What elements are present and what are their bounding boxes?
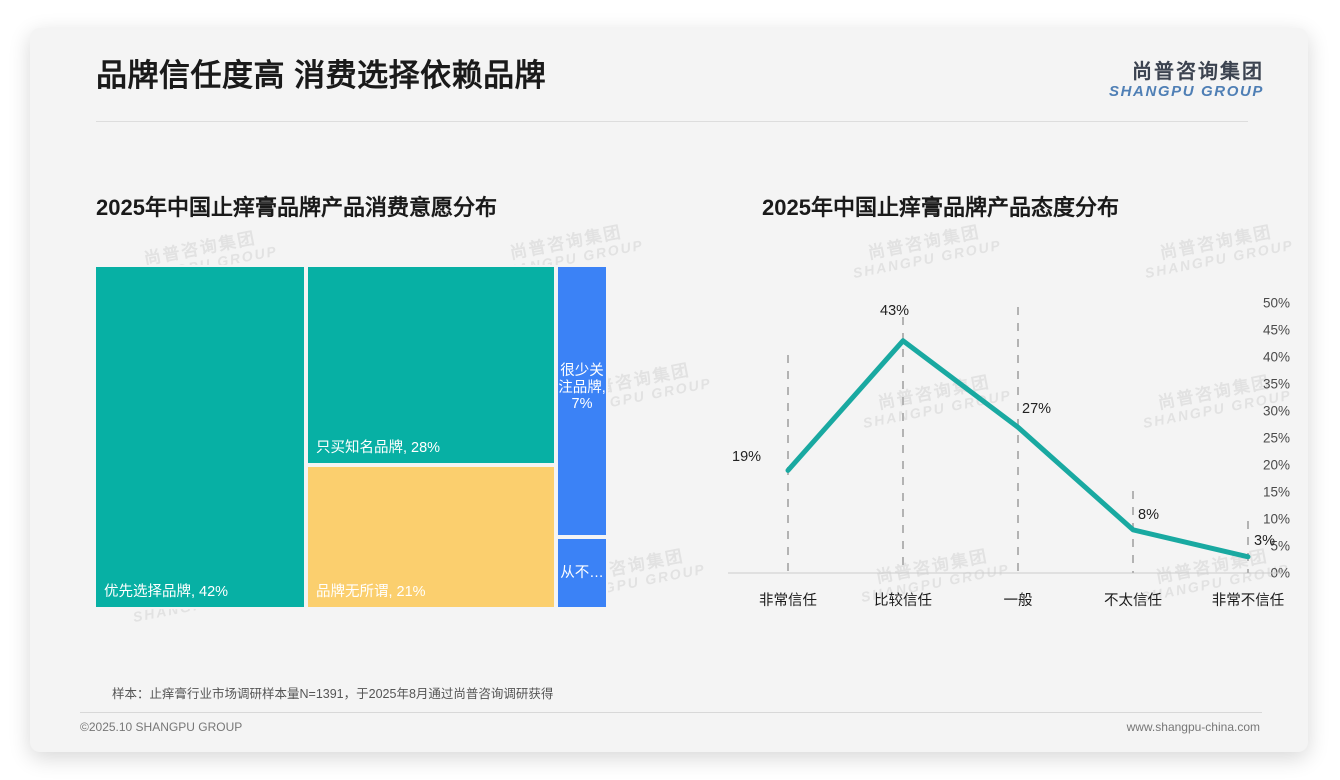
treemap-cell-brand-indifferent[interactable]: 品牌无所谓, 21% xyxy=(306,465,556,609)
y-axis-tick: 15% xyxy=(1262,484,1290,500)
treemap-chart: 优先选择品牌, 42% 只买知名品牌, 28% 品牌无所谓, 21% 很少关注品… xyxy=(94,265,608,609)
line-chart-svg xyxy=(728,307,1282,574)
treemap-cell-priority-brand[interactable]: 优先选择品牌, 42% xyxy=(94,265,306,609)
treemap-cell-label: 只买知名品牌, 28% xyxy=(316,440,441,456)
x-axis-tick: 非常信任 xyxy=(759,593,817,609)
treemap-cell-rarely-care[interactable]: 很少关注品牌, 7% xyxy=(556,265,608,537)
x-axis-tick: 不太信任 xyxy=(1104,593,1162,609)
y-axis-tick: 20% xyxy=(1262,457,1290,473)
data-point-label: 3% xyxy=(1254,533,1275,549)
brand-logo-en: SHANGPU GROUP xyxy=(1109,82,1264,100)
treemap-cell-label: 品牌无所谓, 21% xyxy=(316,584,426,600)
x-axis-tick: 非常不信任 xyxy=(1211,593,1285,609)
header-divider xyxy=(96,121,1248,122)
y-axis-tick: 10% xyxy=(1262,511,1290,527)
treemap-cell-never-care[interactable]: 从不… xyxy=(556,537,608,609)
brand-logo-cn: 尚普咨询集团 xyxy=(1132,61,1264,83)
footer-website[interactable]: www.shangpu-china.com xyxy=(1126,720,1260,734)
slide-card: 品牌信任度高 消费选择依赖品牌 尚普咨询集团 SHANGPU GROUP 尚普咨… xyxy=(30,28,1308,752)
slide-header: 品牌信任度高 消费选择依赖品牌 尚普咨询集团 SHANGPU GROUP xyxy=(30,28,1308,124)
data-point-label: 43% xyxy=(880,303,910,319)
y-axis-tick: 35% xyxy=(1262,376,1290,392)
brand-logo: 尚普咨询集团 SHANGPU GROUP xyxy=(1109,61,1264,100)
treemap-cell-famous-brand-only[interactable]: 只买知名品牌, 28% xyxy=(306,265,556,465)
y-axis-tick: 45% xyxy=(1262,322,1290,338)
data-point-label: 27% xyxy=(1022,401,1052,417)
footer-divider xyxy=(80,712,1262,713)
y-axis-tick: 5% xyxy=(1270,538,1290,554)
line-chart: 50% 45% 40% 35% 30% 25% 20% 15% 10% 5% 0… xyxy=(670,265,1290,613)
y-axis-tick: 25% xyxy=(1262,430,1290,446)
treemap-cell-label: 很少关注品牌, 7% xyxy=(558,363,606,412)
y-axis-tick: 30% xyxy=(1262,403,1290,419)
footer-copyright: ©2025.10 SHANGPU GROUP xyxy=(80,720,243,734)
treemap-chart-title: 2025年中国止痒膏品牌产品消费意愿分布 xyxy=(96,195,497,220)
data-point-label: 19% xyxy=(732,449,762,465)
line-chart-title: 2025年中国止痒膏品牌产品态度分布 xyxy=(762,195,1119,220)
y-axis-tick: 50% xyxy=(1262,295,1290,311)
x-axis-tick: 比较信任 xyxy=(874,593,932,609)
x-axis-tick: 一般 xyxy=(1003,593,1033,609)
treemap-cell-label: 从不… xyxy=(560,564,604,581)
treemap-cell-label: 优先选择品牌, 42% xyxy=(104,584,229,600)
source-footnote: 样本：止痒膏行业市场调研样本量N=1391，于2025年8月通过尚普咨询调研获得 xyxy=(112,687,554,701)
y-axis-tick: 40% xyxy=(1262,349,1290,365)
line-series-attitude[interactable] xyxy=(785,338,1251,560)
page-title: 品牌信任度高 消费选择依赖品牌 xyxy=(96,58,547,93)
data-point-label: 8% xyxy=(1138,507,1159,523)
